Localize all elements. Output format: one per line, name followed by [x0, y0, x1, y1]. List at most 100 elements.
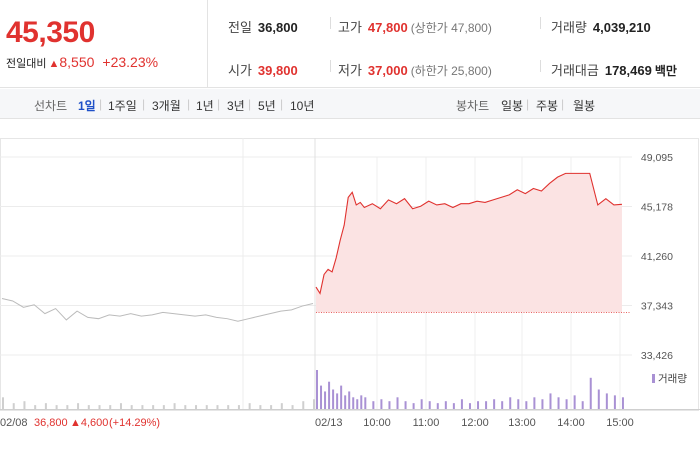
low-value: 37,000 — [367, 63, 408, 78]
candle-tab-daily[interactable]: 일봉 — [501, 99, 524, 113]
prev-day-rate: (+14.29%) — [109, 417, 160, 429]
x-tick-label: 13:00 — [508, 417, 536, 429]
x-tick-label: 10:00 — [363, 417, 391, 429]
volume-bar-prev — [184, 405, 187, 409]
y-tick-label: 33,426 — [641, 350, 673, 362]
volume-bar-prev — [55, 405, 58, 409]
period-tab-5y[interactable]: 5년 — [258, 99, 276, 113]
period-tab-3y[interactable]: 3년 — [227, 99, 245, 113]
divider — [540, 60, 541, 72]
volume-bar-prev — [259, 405, 262, 409]
separator: | — [142, 97, 146, 111]
amount-label: 거래대금 — [551, 63, 599, 78]
volume-bar — [356, 399, 359, 409]
volume-bar — [396, 397, 399, 409]
y-tick-label: 45,178 — [641, 202, 673, 214]
period-tab-1y[interactable]: 1년 — [196, 99, 214, 113]
open-label: 시가 — [228, 63, 252, 78]
volume-legend-swatch — [652, 374, 655, 383]
candle-tab-monthly[interactable]: 월봉 — [573, 99, 596, 113]
volume-bar — [380, 399, 383, 409]
divider — [330, 17, 331, 29]
volume-bar-prev — [270, 405, 273, 409]
volume-label: 거래량 — [551, 20, 587, 35]
change-label: 전일대비 — [6, 58, 47, 70]
separator: | — [526, 97, 530, 111]
volume-bar — [549, 393, 552, 409]
volume-bar-prev — [195, 405, 198, 409]
period-tab-10y[interactable]: 10년 — [290, 99, 315, 113]
volume-bar-prev — [280, 403, 283, 409]
x-tick-label: 15:00 — [606, 417, 634, 429]
price-area — [316, 173, 622, 313]
volume-legend-label: 거래량 — [658, 373, 687, 385]
divider — [330, 60, 331, 72]
volume-bar — [388, 401, 391, 409]
volume-bar — [589, 377, 592, 409]
separator: | — [280, 97, 284, 111]
prev-close-label: 전일 — [228, 20, 252, 35]
volume-bar — [332, 389, 335, 409]
stat-volume: 거래량 4,039,210 — [551, 17, 651, 36]
high-value: 47,800 — [367, 20, 408, 35]
current-price: 45,350 — [6, 16, 95, 49]
lower-limit: (하한가 25,800) — [410, 64, 492, 78]
separator: | — [248, 97, 252, 111]
period-tab-3m[interactable]: 3개월 — [152, 99, 181, 113]
volume-bar — [460, 399, 463, 409]
volume-bar — [360, 395, 363, 409]
volume-bar — [597, 389, 600, 409]
volume-bar — [348, 391, 351, 409]
prev-close-value: 36,800 — [257, 20, 298, 35]
change-rate: +23.23% — [102, 54, 159, 70]
y-tick-label: 37,343 — [641, 301, 673, 313]
separator: | — [561, 97, 565, 111]
price-line — [315, 172, 622, 295]
volume-bar-prev — [2, 397, 4, 409]
volume-bar — [372, 401, 375, 409]
volume-bar-prev — [109, 405, 112, 409]
quote-summary: 45,350 전일대비 ▲8,550 +23.23% 전일 36,800 고가 47,8… — [0, 0, 700, 88]
volume-bar-prev — [98, 405, 101, 409]
volume-bar — [509, 397, 512, 409]
volume-bar — [501, 401, 504, 409]
change-line: 전일대비 ▲8,550 +23.23% — [6, 54, 158, 71]
volume-bar — [320, 385, 323, 409]
volume-bar-prev — [44, 403, 47, 409]
volume-bar — [324, 391, 327, 409]
stat-prev-close: 전일 36,800 — [228, 17, 298, 36]
volume-bar — [493, 399, 496, 409]
separator: | — [217, 97, 221, 111]
separator: | — [99, 97, 103, 111]
up-triangle-icon: ▲ — [48, 58, 60, 70]
period-tab-1d[interactable]: 1일 — [78, 99, 96, 113]
volume-bar — [533, 397, 536, 409]
volume-bar — [340, 385, 343, 409]
amount-unit: 백만 — [654, 64, 677, 78]
volume-bar-prev — [313, 399, 315, 409]
x-tick-label: 02/08 — [0, 417, 28, 429]
amount-value: 178,469 — [604, 63, 652, 78]
volume-bar — [581, 401, 584, 409]
volume-bar — [565, 399, 568, 409]
volume-bar-prev — [216, 405, 219, 409]
volume-bar — [336, 393, 339, 409]
volume-bar — [364, 397, 367, 409]
volume-bar-prev — [237, 405, 240, 409]
x-tick-label: 11:00 — [413, 417, 440, 429]
open-value: 39,800 — [257, 63, 298, 78]
prev-day-line — [1, 297, 314, 322]
volume-bar — [444, 401, 447, 409]
chart-toolbar: 선차트 1일 | 1주일 | 3개월 | 1년 | 3년 | 5년 | 10년 … — [0, 89, 700, 119]
period-tab-1w[interactable]: 1주일 — [108, 99, 137, 113]
volume-bar-prev — [205, 405, 208, 409]
volume-bar — [573, 395, 576, 409]
stat-amount: 거래대금 178,469 백만 — [551, 60, 677, 79]
low-label: 저가 — [338, 63, 362, 78]
line-chart-label: 선차트 — [34, 99, 68, 113]
candle-tab-weekly[interactable]: 주봉 — [536, 99, 559, 113]
y-tick-label: 49,095 — [641, 152, 673, 164]
y-tick-label: 41,260 — [641, 251, 673, 263]
volume-bar — [477, 401, 480, 409]
